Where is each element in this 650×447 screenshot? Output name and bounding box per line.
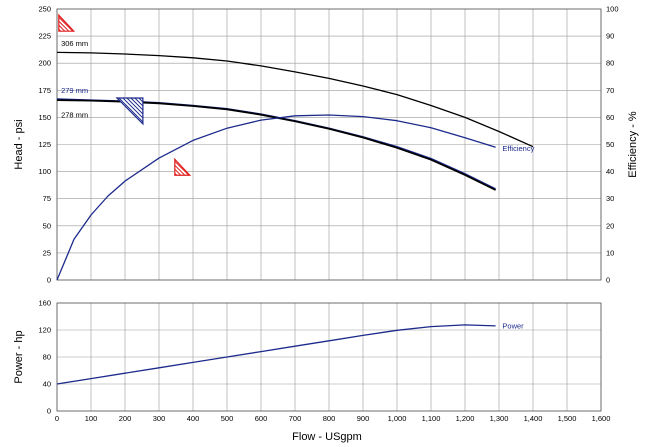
x-tick-label: 600 <box>255 414 268 423</box>
bottom-plot-frame <box>56 302 602 412</box>
power-y-tick-label: 80 <box>43 353 51 362</box>
right-y-tick-label: 0 <box>606 276 610 285</box>
power-axis-title: Power - hp <box>13 330 25 383</box>
left-y-tick-label: 25 <box>43 248 51 257</box>
marker-triangle <box>174 157 192 176</box>
right-y-tick-label: 40 <box>606 167 614 176</box>
efficiency-axis-title: Efficiency - % <box>627 111 639 178</box>
marker-hatch <box>201 159 217 175</box>
efficiency-label: Efficiency <box>502 144 534 153</box>
x-tick-label: 500 <box>221 414 234 423</box>
power-y-tick-label: 40 <box>43 380 51 389</box>
marker-hatch <box>72 15 74 32</box>
marker-hatch <box>149 159 165 175</box>
marker-hatch <box>97 15 113 31</box>
marker-hatch <box>58 15 66 32</box>
left-y-tick-label: 225 <box>38 32 51 41</box>
x-tick-label: 1,400 <box>524 414 543 423</box>
marker-hatch <box>77 15 93 31</box>
marker-hatch <box>193 159 209 175</box>
left-y-tick-label: 0 <box>47 276 51 285</box>
power-label: Power <box>502 321 524 330</box>
marker-hatch <box>33 15 49 31</box>
marker-hatch <box>130 97 143 124</box>
right-y-tick-label: 50 <box>606 140 614 149</box>
x-tick-label: 400 <box>187 414 200 423</box>
x-tick-label: 1,000 <box>388 414 407 423</box>
x-tick-label: 0 <box>55 414 59 423</box>
power-y-tick-label: 0 <box>47 407 51 416</box>
marker-hatch <box>174 159 182 176</box>
marker-hatch <box>213 159 229 175</box>
red-duty-point-marker <box>29 13 113 32</box>
278-mm-label: 278 mm <box>61 111 88 120</box>
marker-hatch <box>174 159 190 176</box>
right-y-tick-label: 30 <box>606 194 614 203</box>
marker-hatch <box>126 97 143 124</box>
marker-hatch <box>134 97 143 124</box>
marker-hatch <box>197 159 213 175</box>
x-tick-label: 1,300 <box>490 414 509 423</box>
marker-hatch <box>29 15 45 31</box>
marker-hatch <box>118 97 143 124</box>
head-efficiency-panel: 0 25 50 75 100 125 150 175 200 225 250 0 10 20 30 40 50 6… <box>13 5 639 285</box>
right-y-tick-label: 100 <box>606 5 619 14</box>
left-y-tick-label: 200 <box>38 59 51 68</box>
left-y-tick-label: 125 <box>38 140 51 149</box>
marker-hatch <box>188 159 190 176</box>
x-tick-label: 1,200 <box>456 414 475 423</box>
marker-hatch <box>93 15 109 31</box>
power-curve <box>56 324 496 385</box>
head-axis-title: Head - psi <box>13 119 25 169</box>
x-tick-label: 1,100 <box>422 414 441 423</box>
marker-hatch <box>81 15 97 31</box>
279-mm-label: 279 mm <box>61 86 88 95</box>
x-tick-label: 200 <box>119 414 132 423</box>
x-tick-label: 800 <box>323 414 336 423</box>
top-plot-frame <box>56 8 602 281</box>
marker-hatch <box>174 159 186 176</box>
279-mm-curve <box>56 98 496 190</box>
x-tick-label: 900 <box>357 414 370 423</box>
left-y-tick-label: 100 <box>38 167 51 176</box>
marker-hatch <box>58 15 74 32</box>
marker-hatch <box>85 15 101 31</box>
red-duty-point-marker <box>149 157 229 176</box>
right-y-tick-label: 20 <box>606 221 614 230</box>
marker-hatch <box>209 159 225 175</box>
marker-hatch <box>122 97 143 124</box>
x-axis-title: Flow - USgpm <box>292 431 362 443</box>
right-y-tick-label: 10 <box>606 248 614 257</box>
x-tick-label: 100 <box>85 414 98 423</box>
marker-hatch <box>41 15 57 31</box>
right-y-tick-label: 60 <box>606 113 614 122</box>
marker-hatch <box>37 15 53 31</box>
marker-triangle <box>115 97 144 126</box>
left-y-tick-label: 75 <box>43 194 51 203</box>
marker-triangle <box>58 13 76 32</box>
marker-hatch <box>58 15 70 32</box>
x-tick-label: 1,500 <box>558 414 577 423</box>
x-tick-label: 1,600 <box>592 414 611 423</box>
right-y-tick-label: 90 <box>606 32 614 41</box>
power-panel: 0 40 80 120 160 0 100 200 300 400 500 600 700 800 900 1… <box>13 299 610 424</box>
left-y-tick-label: 250 <box>38 5 51 14</box>
marker-hatch <box>153 159 169 175</box>
power-y-tick-label: 160 <box>38 299 51 308</box>
blue-duty-point-marker <box>115 97 144 126</box>
efficiency-curve <box>56 114 496 281</box>
marker-hatch <box>205 159 221 175</box>
306-mm-curve <box>56 51 534 148</box>
x-tick-label: 700 <box>289 414 302 423</box>
278-mm-curve <box>56 99 496 191</box>
left-y-tick-label: 50 <box>43 221 51 230</box>
left-y-tick-label: 175 <box>38 86 51 95</box>
right-y-tick-label: 70 <box>606 86 614 95</box>
306-mm-label: 306 mm <box>61 39 88 48</box>
x-tick-label: 300 <box>153 414 166 423</box>
power-y-tick-label: 120 <box>38 326 51 335</box>
right-y-tick-label: 80 <box>606 59 614 68</box>
left-y-tick-label: 150 <box>38 113 51 122</box>
